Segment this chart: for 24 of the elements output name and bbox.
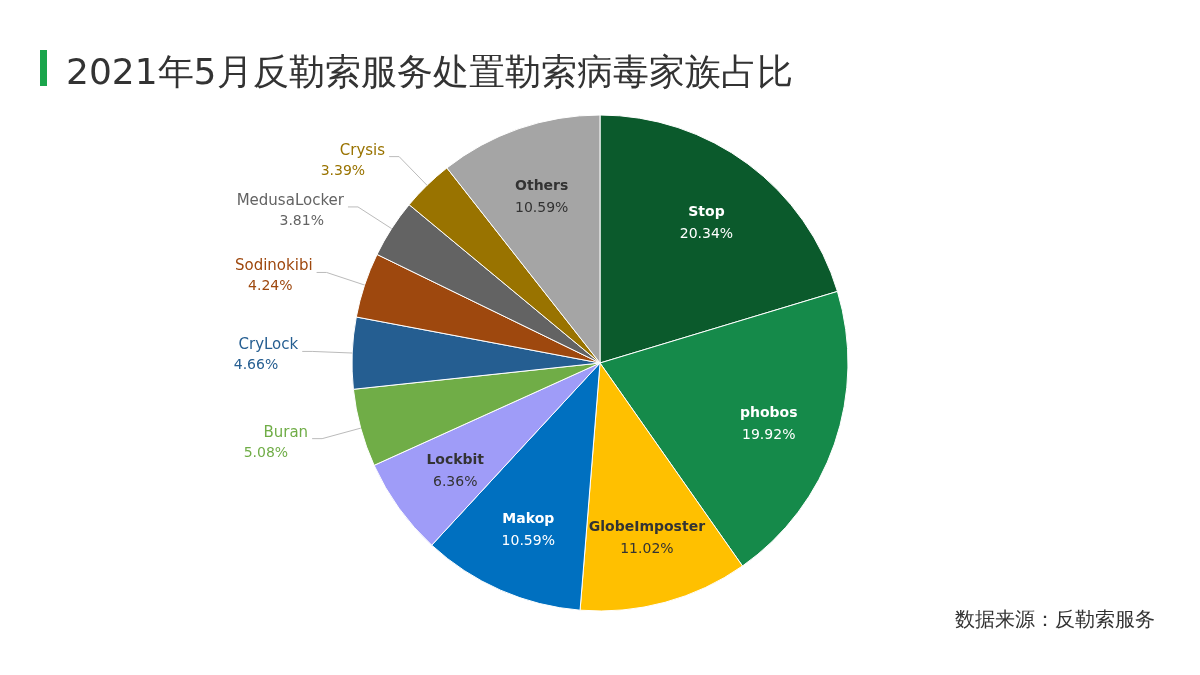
data-label: 19.92% <box>742 426 796 443</box>
data-label: 4.66% <box>233 356 279 373</box>
slice-label: MedusaLocker <box>236 190 345 209</box>
chart-title: 2021年5月反勒索服务处置勒索病毒家族占比 <box>66 51 793 92</box>
data-label: 10.59% <box>514 199 569 216</box>
slice-label: Buran <box>263 422 309 441</box>
slice-label: Stop <box>688 202 725 219</box>
source-note: 数据来源：反勒索服务 <box>955 607 1155 631</box>
data-label: 4.24% <box>248 277 293 294</box>
slice-label: CryLock <box>238 335 299 354</box>
data-label: 11.02% <box>620 540 674 557</box>
slice-label: Lockbit <box>426 450 485 467</box>
data-label: 3.39% <box>320 161 366 178</box>
slice-label: Crysis <box>339 140 386 159</box>
slice-label: phobos <box>739 404 798 421</box>
slice-label: Sodinokibi <box>234 256 313 275</box>
data-label: 10.59% <box>501 531 556 548</box>
data-label: 20.34% <box>679 224 734 241</box>
slice-label: Others <box>515 177 569 194</box>
data-label: 3.81% <box>279 211 324 228</box>
data-label: 5.08% <box>243 443 289 460</box>
slice-label: GlobeImposter <box>588 518 706 535</box>
slice-label: Makop <box>502 509 555 526</box>
data-label: 6.36% <box>432 472 478 489</box>
